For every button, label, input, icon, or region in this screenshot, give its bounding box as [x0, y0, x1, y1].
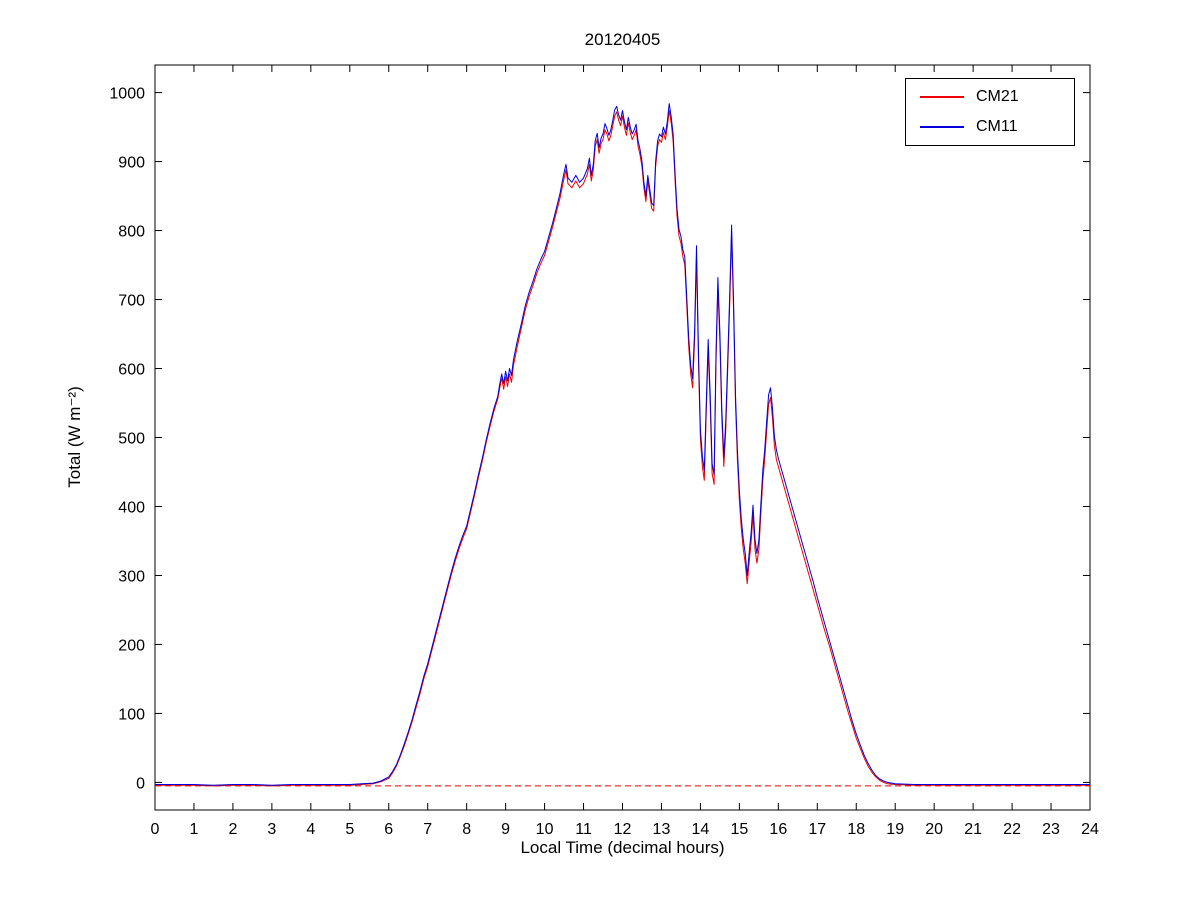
x-tick-label: 4: [306, 821, 315, 838]
y-tick-label: 800: [118, 224, 145, 241]
legend-entry-cm21: CM21: [906, 84, 1074, 110]
x-tick-label: 13: [653, 821, 671, 838]
legend-line-cm11-icon: [920, 126, 964, 129]
x-tick-label: 12: [614, 821, 632, 838]
x-tick-label: 11: [575, 821, 592, 838]
series-line-cm21: [155, 110, 1090, 787]
x-axis-label: Local Time (decimal hours): [520, 838, 725, 857]
x-tick-label: 9: [501, 821, 510, 838]
y-tick-label: 900: [118, 155, 145, 172]
y-tick-label: 200: [118, 637, 145, 654]
y-tick-label: 300: [118, 568, 145, 585]
x-tick-label: 2: [228, 821, 237, 838]
legend-line-cm21-icon: [920, 95, 964, 98]
legend-label-cm11: CM11: [976, 118, 1018, 136]
y-tick-label: 500: [118, 431, 145, 448]
y-tick-label: 700: [118, 293, 145, 310]
x-tick-label: 5: [345, 821, 354, 838]
x-tick-label: 23: [1042, 821, 1060, 838]
x-tick-label: 20: [925, 821, 943, 838]
x-tick-label: 18: [847, 821, 865, 838]
x-tick-label: 22: [1003, 821, 1021, 838]
x-tick-label: 1: [190, 821, 199, 838]
y-tick-label: 400: [118, 499, 145, 516]
legend-entry-cm11: CM11: [906, 114, 1074, 140]
x-tick-label: 17: [808, 821, 826, 838]
x-tick-label: 19: [886, 821, 904, 838]
axes-box: [154, 64, 1091, 811]
x-tick-label: 7: [423, 821, 432, 838]
x-tick-label: 14: [692, 821, 710, 838]
x-tick-label: 10: [536, 821, 554, 838]
x-tick-label: 6: [384, 821, 393, 838]
y-tick-label: 100: [118, 706, 145, 723]
legend: CM21 CM11: [905, 78, 1075, 146]
x-tick-label: 8: [462, 821, 471, 838]
x-tick-label: 21: [964, 821, 982, 838]
x-tick-label: 15: [730, 821, 748, 838]
legend-label-cm21: CM21: [976, 87, 1019, 105]
y-tick-label: 1000: [109, 86, 145, 103]
y-axis-label: Total (W m⁻²): [65, 386, 84, 488]
y-tick-label: 600: [118, 362, 145, 379]
y-tick-label: 0: [136, 775, 145, 792]
x-tick-label: 0: [151, 821, 160, 838]
x-tick-label: 3: [267, 821, 276, 838]
chart-title: 20120405: [584, 30, 661, 49]
x-tick-label: 24: [1081, 821, 1099, 838]
series-line-cm11: [155, 103, 1090, 786]
x-tick-label: 16: [769, 821, 787, 838]
